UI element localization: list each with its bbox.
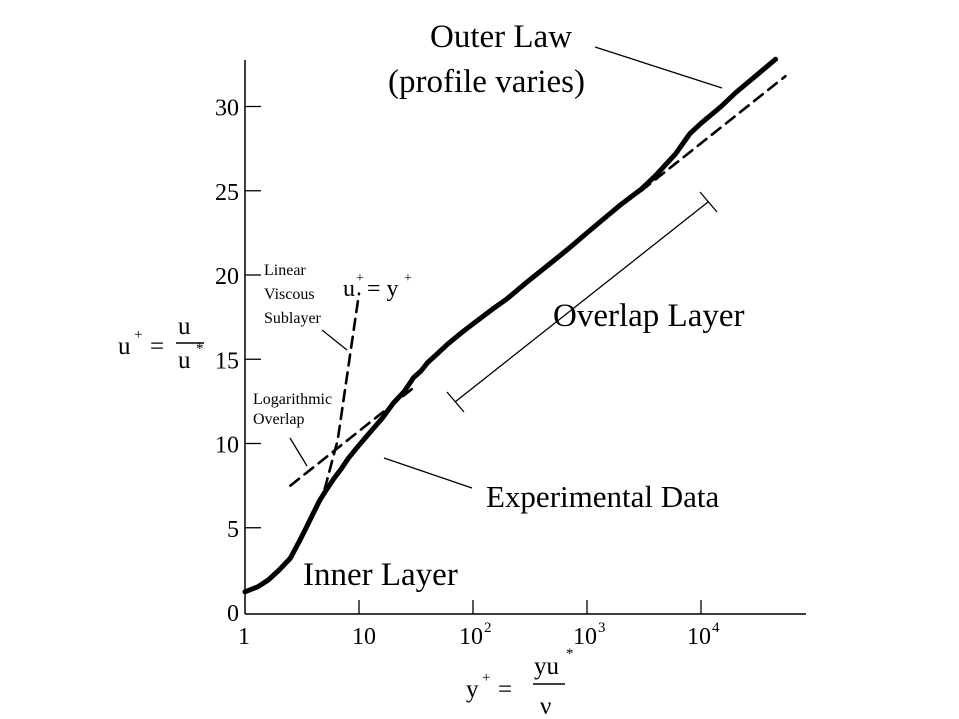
inner-layer-label: Inner Layer <box>303 557 458 593</box>
x-label-lhs: y <box>466 676 479 703</box>
outer-law-leader <box>594 46 723 89</box>
x-tick-exponent: 3 <box>598 620 606 636</box>
y-tick-label: 10 <box>215 433 239 459</box>
outer-law-line-1: Outer Law <box>430 19 572 55</box>
y-axis-label: u + = u u * <box>118 313 204 374</box>
y-tick-label: 25 <box>215 180 239 206</box>
x-label-numerator: yu <box>534 653 560 680</box>
y-label-lhs-sup: + <box>134 327 142 343</box>
y-label-numerator: u <box>178 313 191 340</box>
y-label-equals: = <box>150 333 164 360</box>
x-label-lhs-sup: + <box>482 670 490 686</box>
x-tick-base: 10 <box>573 624 597 650</box>
y-label-lhs: u <box>118 333 131 360</box>
data-marks <box>242 56 787 595</box>
y-tick-label: 15 <box>215 348 239 374</box>
x-tick-base: 1 <box>238 624 250 650</box>
u-equals-y-u-sup: + <box>356 271 364 286</box>
experimental-leader <box>383 457 473 489</box>
outer-law-line-2: (profile varies) <box>388 64 585 100</box>
x-tick-label: 10 3 <box>573 620 606 650</box>
viscous-line-2: Viscous <box>264 286 315 303</box>
overlap-bracket-end-right <box>699 191 718 213</box>
x-tick-label: 1 <box>238 624 250 650</box>
y-tick-label: 30 <box>215 96 239 122</box>
x-tick-base: 10 <box>352 624 376 650</box>
experimental-data-label: Experimental Data <box>486 479 719 514</box>
y-label-denominator: u <box>178 347 191 374</box>
log-overlap-line-1: Logarithmic <box>253 391 332 408</box>
overlap-bracket-line <box>454 201 709 403</box>
dashed-law-line-2 <box>323 292 361 491</box>
y-label-denominator-sup: * <box>196 341 204 357</box>
y-tick-label: 20 <box>215 264 239 290</box>
u-equals-y-rest: = y <box>367 276 399 302</box>
x-axis-label: y + = yu * ν <box>466 646 574 719</box>
y-tick-label: 5 <box>227 517 239 543</box>
u-equals-y-u: u <box>343 276 355 302</box>
x-tick-base: 10 <box>687 624 711 650</box>
y-tick-label: 0 <box>227 601 239 627</box>
x-label-denominator: ν <box>540 693 551 719</box>
x-label-equals: = <box>498 676 512 703</box>
viscous-line-1: Linear <box>264 262 306 279</box>
u-equals-y-y-sup: + <box>404 271 412 286</box>
viscous-leader <box>321 329 348 351</box>
x-tick-label: 10 4 <box>687 620 720 650</box>
x-tick-base: 10 <box>459 624 483 650</box>
overlap-layer-label: Overlap Layer <box>553 298 744 334</box>
x-label-numerator-sup: * <box>566 646 574 662</box>
dashed-law-line-3 <box>640 74 787 192</box>
overlap-bracket-end-left <box>446 391 465 413</box>
annotations: Outer Law (profile varies) u + = y + Lin… <box>253 19 744 593</box>
leader-lines <box>289 46 723 489</box>
log-overlap-leader <box>289 437 308 467</box>
x-tick-label: 10 <box>352 624 376 650</box>
viscous-line-3: Sublayer <box>264 310 322 327</box>
dashed-law-line-1 <box>289 386 415 487</box>
x-tick-exponent: 2 <box>484 620 492 636</box>
x-tick-exponent: 4 <box>712 620 720 636</box>
x-tick-label: 10 2 <box>459 620 492 650</box>
experimental-data-curve <box>242 56 778 595</box>
log-overlap-line-2: Overlap <box>253 411 305 428</box>
